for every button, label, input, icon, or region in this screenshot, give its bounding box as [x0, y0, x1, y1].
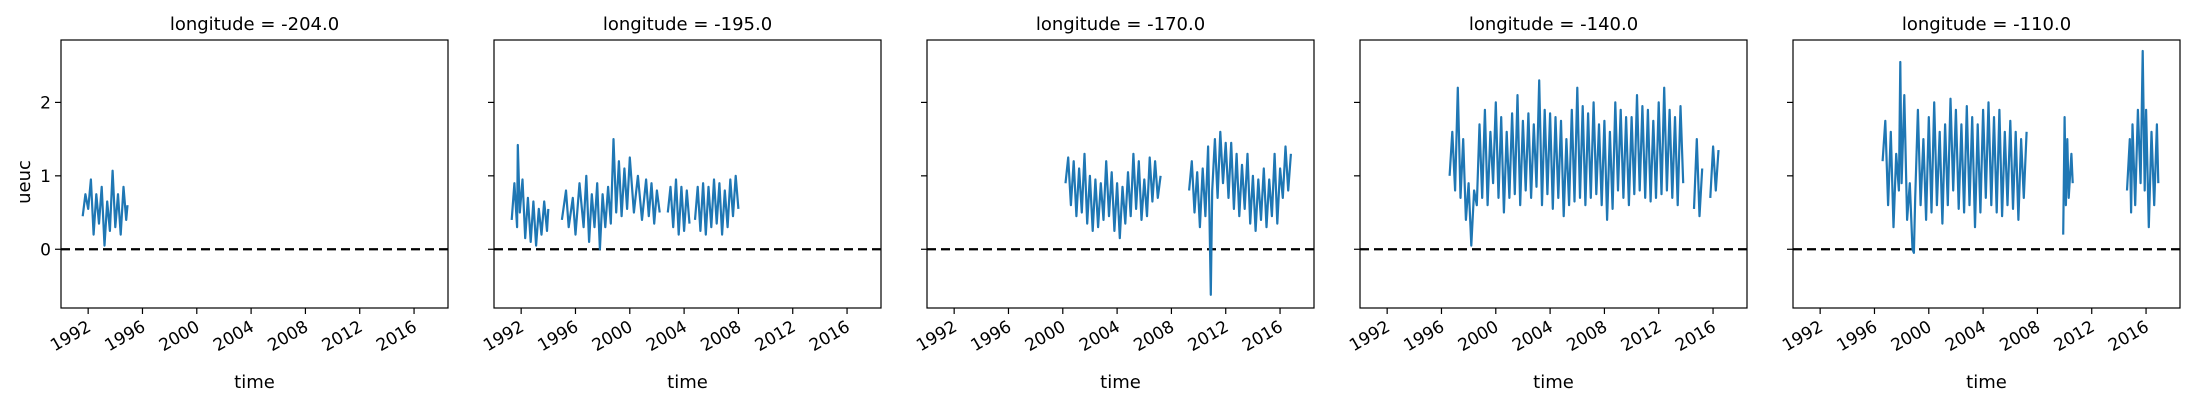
- x-tick-label: 1992: [480, 317, 527, 356]
- panel-title: longitude = -204.0: [170, 14, 339, 35]
- x-tick-label: 2000: [1455, 317, 1502, 356]
- x-axis-label: time: [667, 372, 708, 393]
- axes-frame: [493, 39, 882, 309]
- x-tick-label: 1996: [1401, 317, 1448, 356]
- x-tick-label: 2008: [1563, 317, 1610, 356]
- x-tick-label: 1992: [1346, 317, 1393, 356]
- y-axis-label: ueuc: [14, 160, 35, 204]
- x-axis-label: time: [1533, 372, 1574, 393]
- x-tick-label: 2008: [697, 317, 744, 356]
- x-tick-label: 1992: [47, 317, 94, 356]
- x-tick-label: 2016: [806, 317, 853, 356]
- series-line: [1881, 49, 2160, 254]
- x-tick-label: 2008: [264, 317, 311, 356]
- x-tick-label: 2008: [1130, 317, 1177, 356]
- x-tick-label: 2012: [319, 317, 366, 356]
- x-tick-label: 2016: [1239, 317, 1286, 356]
- y-tick-label: 2: [40, 93, 51, 113]
- panel-title: longitude = -195.0: [603, 14, 772, 35]
- panel-title: longitude = -140.0: [1469, 14, 1638, 35]
- x-tick-label: 2012: [1185, 317, 1232, 356]
- x-tick-label: 2000: [589, 317, 636, 356]
- series-line: [1448, 79, 1720, 247]
- x-axis-label: time: [1966, 372, 2007, 393]
- y-tick-label: 0: [40, 240, 51, 260]
- x-tick-label: 2004: [1942, 317, 1989, 356]
- x-tick-label: 2000: [156, 317, 203, 356]
- x-tick-label: 1996: [1834, 317, 1881, 356]
- axes-frame: [1792, 39, 2181, 309]
- x-tick-label: 2008: [1996, 317, 2043, 356]
- series-line: [1064, 130, 1292, 296]
- y-tick-label: 1: [40, 167, 51, 187]
- x-tick-label: 2016: [373, 317, 420, 356]
- axes-frame: [60, 39, 449, 309]
- x-tick-label: 2004: [1509, 317, 1556, 356]
- x-tick-label: 2004: [643, 317, 690, 356]
- x-tick-label: 1996: [968, 317, 1015, 356]
- x-tick-label: 2000: [1022, 317, 1069, 356]
- x-tick-label: 2000: [1888, 317, 1935, 356]
- axes-frame: [1359, 39, 1748, 309]
- series-line: [81, 169, 129, 247]
- panel: longitude = -204.0 0 1 2 1992 1996 2000 2004 200…: [40, 14, 449, 393]
- x-axis-label: time: [1100, 372, 1141, 393]
- x-tick-label: 1992: [913, 317, 960, 356]
- x-tick-label: 2016: [1672, 317, 1719, 356]
- x-tick-label: 2004: [210, 317, 257, 356]
- x-tick-label: 1992: [1779, 317, 1826, 356]
- x-tick-label: 2016: [2105, 317, 2152, 356]
- panel-title: longitude = -110.0: [1902, 14, 2071, 35]
- x-axis-label: time: [234, 372, 275, 393]
- x-tick-label: 2004: [1076, 317, 1123, 356]
- x-tick-label: 2012: [1618, 317, 1665, 356]
- x-tick-label: 2012: [2051, 317, 2098, 356]
- panel-title: longitude = -170.0: [1036, 14, 1205, 35]
- x-tick-label: 1996: [102, 317, 149, 356]
- x-tick-label: 1996: [535, 317, 582, 356]
- x-tick-label: 2012: [752, 317, 799, 356]
- axes-frame: [926, 39, 1315, 309]
- series-line: [510, 138, 740, 251]
